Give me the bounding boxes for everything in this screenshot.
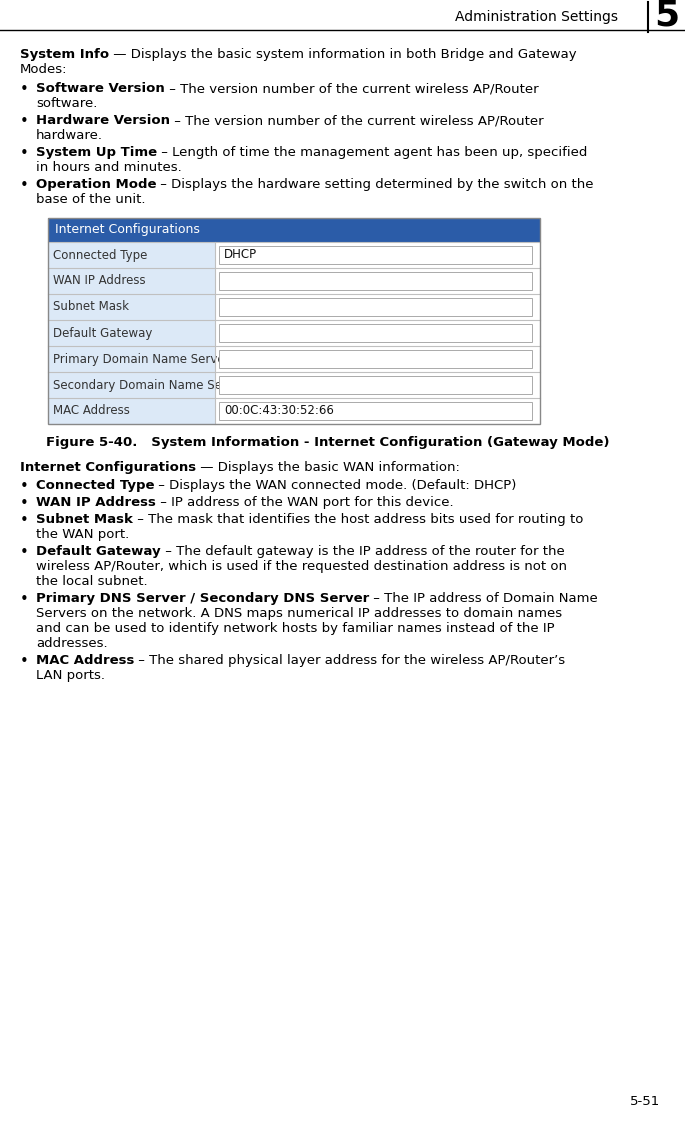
- Text: Primary Domain Name Server: Primary Domain Name Server: [53, 353, 229, 365]
- Text: 5-51: 5-51: [630, 1095, 660, 1108]
- Text: – IP address of the WAN port for this device.: – IP address of the WAN port for this de…: [156, 496, 453, 509]
- Text: Subnet Mask: Subnet Mask: [36, 513, 133, 526]
- Bar: [48, 268, 215, 294]
- Text: Default Gateway: Default Gateway: [36, 545, 160, 558]
- Text: Modes:: Modes:: [20, 63, 68, 76]
- Text: base of the unit.: base of the unit.: [36, 193, 145, 206]
- Bar: [48, 241, 215, 268]
- Bar: [219, 325, 532, 343]
- Bar: [219, 350, 532, 368]
- Text: •: •: [20, 82, 29, 97]
- Text: in hours and minutes.: in hours and minutes.: [36, 161, 182, 174]
- Bar: [215, 294, 540, 320]
- Text: — Displays the basic system information in both Bridge and Gateway: — Displays the basic system information …: [109, 48, 577, 61]
- Bar: [48, 320, 215, 346]
- Text: – The mask that identifies the host address bits used for routing to: – The mask that identifies the host addr…: [133, 513, 583, 526]
- Text: the WAN port.: the WAN port.: [36, 528, 129, 541]
- Text: Internet Configurations: Internet Configurations: [55, 223, 200, 237]
- Text: WAN IP Address: WAN IP Address: [36, 496, 156, 509]
- Text: – Displays the WAN connected mode. (Default: DHCP): – Displays the WAN connected mode. (Defa…: [155, 480, 517, 492]
- Text: and can be used to identify network hosts by familiar names instead of the IP: and can be used to identify network host…: [36, 622, 555, 634]
- Text: •: •: [20, 115, 29, 129]
- Text: Default Gateway: Default Gateway: [53, 327, 152, 339]
- Bar: [48, 372, 215, 398]
- Text: •: •: [20, 592, 29, 608]
- Text: – The version number of the current wireless AP/Router: – The version number of the current wire…: [170, 115, 544, 127]
- Text: – The default gateway is the IP address of the router for the: – The default gateway is the IP address …: [160, 545, 564, 558]
- Bar: [219, 298, 532, 316]
- Bar: [48, 218, 540, 424]
- Bar: [215, 320, 540, 346]
- Bar: [215, 398, 540, 424]
- Text: •: •: [20, 146, 29, 161]
- Bar: [215, 241, 540, 268]
- Text: the local subnet.: the local subnet.: [36, 575, 148, 588]
- Text: – The version number of the current wireless AP/Router: – The version number of the current wire…: [165, 82, 538, 95]
- Text: Hardware Version: Hardware Version: [36, 115, 170, 127]
- Text: System Info: System Info: [20, 48, 109, 61]
- Text: software.: software.: [36, 97, 97, 110]
- Text: wireless AP/Router, which is used if the requested destination address is not on: wireless AP/Router, which is used if the…: [36, 560, 567, 573]
- Text: 00:0C:43:30:52:66: 00:0C:43:30:52:66: [224, 404, 334, 418]
- Text: Secondary Domain Name Server: Secondary Domain Name Server: [53, 378, 246, 392]
- Bar: [215, 372, 540, 398]
- Text: Primary DNS Server / Secondary DNS Server: Primary DNS Server / Secondary DNS Serve…: [36, 592, 369, 605]
- Text: •: •: [20, 545, 29, 560]
- Text: •: •: [20, 496, 29, 511]
- Text: Servers on the network. A DNS maps numerical IP addresses to domain names: Servers on the network. A DNS maps numer…: [36, 608, 562, 620]
- Text: Internet Configurations: Internet Configurations: [20, 462, 196, 474]
- Bar: [219, 272, 532, 290]
- Text: LAN ports.: LAN ports.: [36, 669, 105, 682]
- Bar: [219, 246, 532, 264]
- Text: MAC Address: MAC Address: [36, 654, 134, 667]
- Text: •: •: [20, 513, 29, 528]
- Bar: [48, 398, 215, 424]
- Text: Subnet Mask: Subnet Mask: [53, 301, 129, 313]
- Bar: [48, 218, 540, 241]
- Bar: [219, 376, 532, 394]
- Text: •: •: [20, 654, 29, 669]
- Text: WAN IP Address: WAN IP Address: [53, 274, 146, 287]
- Text: – Displays the hardware setting determined by the switch on the: – Displays the hardware setting determin…: [156, 179, 594, 191]
- Bar: [48, 218, 540, 424]
- Bar: [215, 268, 540, 294]
- Text: •: •: [20, 480, 29, 494]
- Text: Figure 5-40.   System Information - Internet Configuration (Gateway Mode): Figure 5-40. System Information - Intern…: [46, 436, 610, 449]
- Text: hardware.: hardware.: [36, 129, 103, 141]
- Text: Administration Settings: Administration Settings: [455, 10, 618, 24]
- Text: — Displays the basic WAN information:: — Displays the basic WAN information:: [196, 462, 460, 474]
- Text: addresses.: addresses.: [36, 637, 108, 650]
- Bar: [48, 294, 215, 320]
- Text: – The IP address of Domain Name: – The IP address of Domain Name: [369, 592, 598, 605]
- Text: MAC Address: MAC Address: [53, 404, 130, 418]
- Bar: [48, 346, 215, 372]
- Text: Operation Mode: Operation Mode: [36, 179, 156, 191]
- Text: 5: 5: [654, 0, 680, 33]
- Text: DHCP: DHCP: [224, 248, 257, 262]
- Bar: [215, 346, 540, 372]
- Text: – Length of time the management agent has been up, specified: – Length of time the management agent ha…: [157, 146, 588, 159]
- Text: System Up Time: System Up Time: [36, 146, 157, 159]
- Bar: [219, 402, 532, 420]
- Text: – The shared physical layer address for the wireless AP/Router’s: – The shared physical layer address for …: [134, 654, 566, 667]
- Text: Connected Type: Connected Type: [36, 480, 155, 492]
- Text: Software Version: Software Version: [36, 82, 165, 95]
- Text: •: •: [20, 179, 29, 193]
- Text: Connected Type: Connected Type: [53, 248, 147, 262]
